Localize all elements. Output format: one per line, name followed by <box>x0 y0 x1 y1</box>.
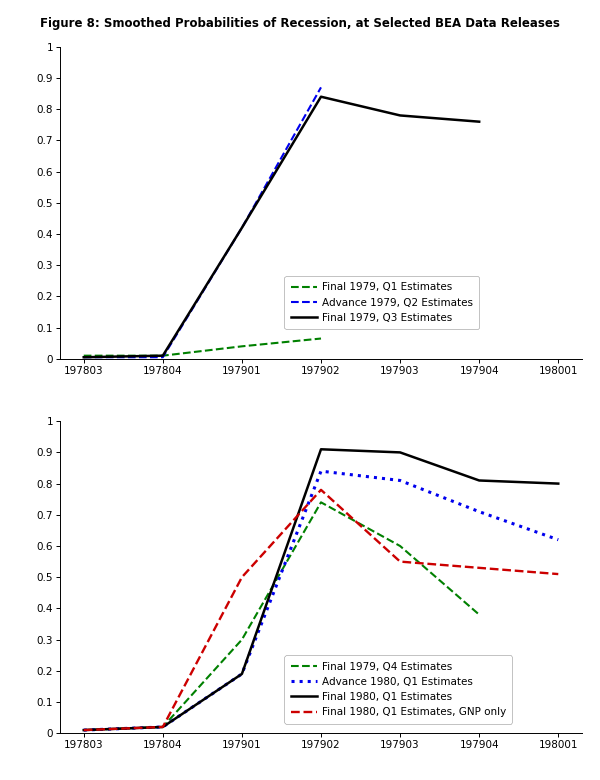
Final 1980, Q1 Estimates <box>238 669 245 679</box>
Final 1979, Q4 Estimates <box>238 635 245 644</box>
Advance 1980, Q1 Estimates <box>238 669 245 679</box>
Line: Final 1979, Q4 Estimates: Final 1979, Q4 Estimates <box>84 502 479 730</box>
Advance 1980, Q1 Estimates <box>476 507 483 516</box>
Advance 1979, Q2 Estimates <box>238 223 245 232</box>
Line: Advance 1979, Q2 Estimates: Advance 1979, Q2 Estimates <box>84 87 321 357</box>
Final 1980, Q1 Estimates, GNP only <box>554 569 562 579</box>
Final 1980, Q1 Estimates, GNP only <box>476 563 483 573</box>
Advance 1979, Q2 Estimates <box>80 353 88 362</box>
Final 1979, Q3 Estimates <box>80 353 88 362</box>
Advance 1980, Q1 Estimates <box>317 466 325 476</box>
Advance 1980, Q1 Estimates <box>554 535 562 544</box>
Final 1979, Q1 Estimates <box>238 342 245 351</box>
Final 1980, Q1 Estimates, GNP only <box>238 573 245 582</box>
Final 1980, Q1 Estimates <box>317 445 325 454</box>
Advance 1979, Q2 Estimates <box>159 353 166 362</box>
Final 1979, Q3 Estimates <box>317 92 325 101</box>
Final 1980, Q1 Estimates <box>159 722 166 732</box>
Final 1979, Q3 Estimates <box>159 351 166 360</box>
Advance 1980, Q1 Estimates <box>159 722 166 732</box>
Final 1980, Q1 Estimates <box>397 448 404 457</box>
Text: Figure 8: Smoothed Probabilities of Recession, at Selected BEA Data Releases: Figure 8: Smoothed Probabilities of Rece… <box>40 17 560 30</box>
Line: Final 1980, Q1 Estimates: Final 1980, Q1 Estimates <box>84 449 558 730</box>
Final 1979, Q1 Estimates <box>317 334 325 343</box>
Final 1979, Q4 Estimates <box>317 498 325 507</box>
Legend: Final 1979, Q4 Estimates, Advance 1980, Q1 Estimates, Final 1980, Q1 Estimates, : Final 1979, Q4 Estimates, Advance 1980, … <box>284 655 512 724</box>
Final 1980, Q1 Estimates <box>476 476 483 485</box>
Advance 1980, Q1 Estimates <box>80 725 88 735</box>
Line: Final 1980, Q1 Estimates, GNP only: Final 1980, Q1 Estimates, GNP only <box>84 490 558 730</box>
Advance 1979, Q2 Estimates <box>317 83 325 92</box>
Final 1980, Q1 Estimates, GNP only <box>317 485 325 495</box>
Advance 1980, Q1 Estimates <box>397 476 404 485</box>
Final 1980, Q1 Estimates <box>80 725 88 735</box>
Final 1979, Q4 Estimates <box>476 610 483 619</box>
Final 1979, Q1 Estimates <box>159 351 166 360</box>
Final 1980, Q1 Estimates, GNP only <box>80 725 88 735</box>
Final 1979, Q4 Estimates <box>159 722 166 732</box>
Final 1980, Q1 Estimates <box>554 479 562 488</box>
Line: Final 1979, Q1 Estimates: Final 1979, Q1 Estimates <box>84 339 321 356</box>
Final 1979, Q1 Estimates <box>80 351 88 360</box>
Line: Final 1979, Q3 Estimates: Final 1979, Q3 Estimates <box>84 97 479 357</box>
Final 1979, Q3 Estimates <box>476 117 483 126</box>
Final 1979, Q3 Estimates <box>397 111 404 120</box>
Legend: Final 1979, Q1 Estimates, Advance 1979, Q2 Estimates, Final 1979, Q3 Estimates: Final 1979, Q1 Estimates, Advance 1979, … <box>284 276 479 329</box>
Final 1980, Q1 Estimates, GNP only <box>159 722 166 732</box>
Final 1979, Q4 Estimates <box>80 725 88 735</box>
Final 1979, Q3 Estimates <box>238 223 245 232</box>
Final 1980, Q1 Estimates, GNP only <box>397 557 404 566</box>
Final 1979, Q4 Estimates <box>397 541 404 551</box>
Line: Advance 1980, Q1 Estimates: Advance 1980, Q1 Estimates <box>84 471 558 730</box>
